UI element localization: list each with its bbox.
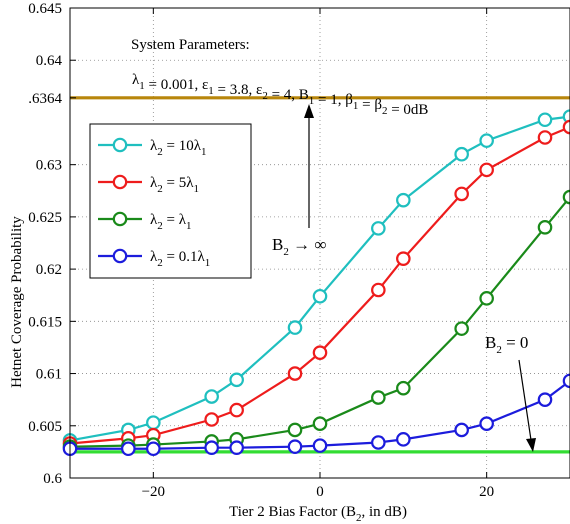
legend-label: λ2 = 5λ1: [150, 175, 199, 195]
x-tick-label: 0: [316, 484, 324, 500]
data-point: [312, 416, 328, 431]
params-subscript: 2: [382, 105, 388, 117]
legend-label: λ2 = λ1: [150, 212, 192, 232]
data-point: [287, 366, 303, 381]
data-point: [229, 440, 244, 456]
data-point: [287, 320, 303, 335]
legend-swatch-marker: [112, 174, 128, 190]
b-infinity-arrow-head: [304, 104, 314, 118]
params-subscript: 1: [309, 95, 315, 107]
data-point: [121, 441, 136, 457]
data-point: [312, 288, 328, 304]
data-point: [312, 438, 328, 453]
data-series: [62, 109, 570, 457]
params-line: λ1 = 0.001, ε1 = 3.8, ε2 = 4, B1 = 1, β1…: [132, 72, 428, 118]
b-zero-label: B2 = 0: [485, 333, 528, 356]
params-text: = 0.001, ε: [145, 77, 209, 93]
y-tick-label: 0.6: [43, 471, 62, 487]
data-point: [371, 390, 386, 405]
y-tick-label: 0.605: [28, 419, 62, 435]
params-text: = 4, B: [268, 87, 309, 103]
data-point: [479, 162, 494, 178]
y-tick-label: .6364: [28, 91, 62, 107]
data-point: [454, 422, 469, 438]
data-point: [479, 133, 494, 148]
params-text: = β: [358, 97, 382, 113]
y-tick-label: 0.61: [36, 367, 62, 383]
data-point: [146, 441, 161, 457]
data-point: [287, 422, 303, 438]
data-point: [204, 440, 219, 456]
data-point: [479, 291, 494, 306]
series-group: [62, 373, 570, 457]
data-point: [396, 192, 411, 208]
data-point: [204, 389, 219, 404]
y-tick-label: 0.615: [28, 314, 62, 330]
data-point: [454, 146, 469, 162]
data-point: [537, 392, 553, 407]
data-point: [204, 412, 219, 427]
legend-swatch-marker: [112, 211, 128, 227]
b-infinity-annotation: B2 → ∞: [272, 104, 326, 258]
legend-label: λ2 = 0.1λ1: [150, 249, 210, 269]
b-zero-arrow-head: [526, 438, 536, 452]
data-point: [371, 282, 386, 298]
x-axis-label: Tier 2 Bias Factor (B2, in dB): [229, 504, 407, 524]
axis-ticks: −20 0 20 0.6 0.605 0.61 0.615 0.62 0.625 0.63 .636…: [28, 1, 494, 500]
y-tick-label: 0.645: [28, 1, 62, 17]
b-zero-annotation: B2 = 0: [485, 333, 536, 452]
legend-label: λ2 = 10λ1: [150, 138, 207, 158]
legend: λ2 = 10λ1 λ2 = 5λ1 λ2 = λ1 λ2 = 0.1λ1: [89, 123, 252, 279]
data-point: [371, 221, 386, 236]
data-point: [454, 186, 469, 202]
data-point: [396, 432, 411, 447]
data-point: [371, 435, 386, 450]
data-point: [229, 372, 244, 388]
data-point: [312, 345, 328, 360]
data-point: [562, 373, 570, 389]
data-point: [537, 130, 553, 145]
params-subscript: 2: [262, 90, 268, 102]
data-point: [537, 220, 553, 235]
params-text: = 1, β: [314, 92, 353, 108]
data-point: [562, 119, 570, 135]
data-point: [229, 402, 244, 418]
y-tick-label: 0.63: [36, 158, 62, 174]
params-title: System Parameters:: [131, 37, 250, 53]
params-subscript: 1: [208, 85, 214, 97]
x-tick-label: 20: [479, 484, 494, 500]
data-point: [146, 415, 161, 430]
y-tick-label: 0.64: [36, 53, 63, 69]
legend-swatch-marker: [112, 248, 128, 264]
y-tick-label: 0.62: [36, 262, 62, 278]
params-text: = 0dB: [387, 102, 428, 118]
params-subscript: 1: [139, 80, 145, 92]
data-point: [396, 251, 411, 266]
params-text: = 3.8, ε: [214, 82, 263, 98]
y-axis-label: Hetnet Coverage Probability: [9, 216, 25, 388]
b-zero-arrow-line: [518, 359, 532, 441]
data-point: [396, 380, 411, 396]
data-point: [479, 416, 494, 431]
data-point: [562, 189, 570, 205]
b-infinity-label: B2 → ∞: [272, 235, 326, 258]
params-text: λ: [132, 72, 140, 88]
data-point: [537, 112, 553, 128]
legend-swatch-marker: [112, 137, 128, 153]
y-tick-label: 0.625: [28, 210, 62, 226]
data-point: [454, 321, 469, 336]
data-point: [287, 439, 303, 454]
x-tick-label: −20: [142, 484, 165, 500]
params-subscript: 1: [353, 100, 359, 112]
